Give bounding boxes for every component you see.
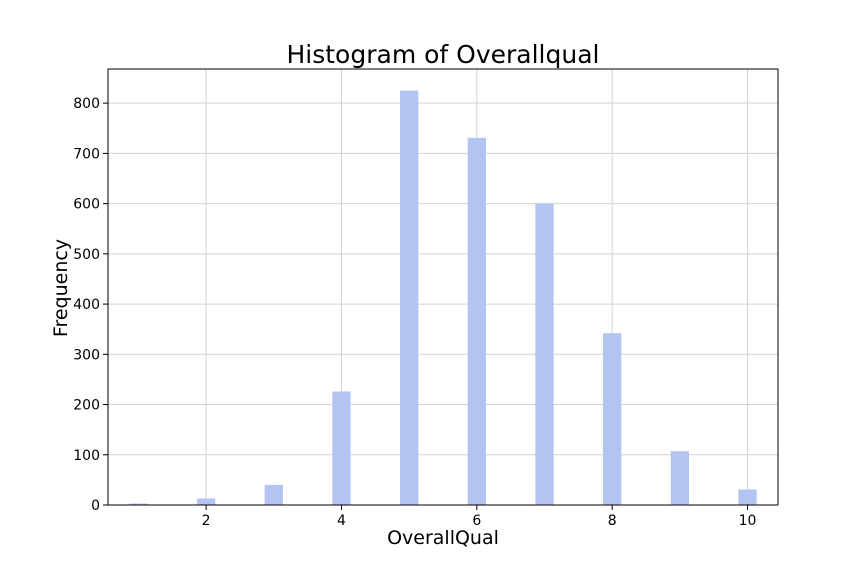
chart-title: Histogram of Overallqual	[286, 40, 599, 69]
x-tick-label: 2	[202, 513, 211, 529]
y-tick-label: 200	[73, 398, 100, 414]
histogram-bar	[332, 391, 351, 505]
histogram-bar	[196, 498, 216, 505]
plot-frame	[107, 68, 779, 506]
histogram-bar	[264, 484, 283, 505]
x-axis-label: OverallQual	[387, 527, 499, 549]
histogram-bar	[603, 333, 622, 505]
y-tick-label: 100	[73, 448, 100, 464]
histogram-bar	[535, 203, 554, 506]
grid-lines	[108, 69, 778, 506]
histogram-bar	[129, 503, 148, 505]
y-axis-ticks: 0 100 200 300 400 500 600 700 800	[73, 96, 108, 514]
histogram-bar	[467, 137, 486, 505]
x-axis-ticks: 2 4 6 8 10	[202, 505, 757, 529]
bars	[129, 90, 757, 506]
y-tick-label: 400	[73, 297, 100, 313]
histogram-bar	[670, 451, 690, 505]
x-tick-label: 4	[337, 513, 346, 529]
y-tick-label: 700	[73, 146, 100, 162]
x-tick-label: 6	[472, 513, 481, 529]
y-tick-label: 800	[73, 96, 100, 112]
y-tick-label: 500	[73, 247, 100, 263]
histogram-bar	[738, 489, 757, 505]
x-tick-label: 10	[739, 513, 757, 529]
y-axis-label: Frequency	[50, 239, 72, 337]
histogram-bar	[400, 90, 419, 506]
x-tick-label: 8	[608, 513, 617, 529]
y-tick-label: 600	[73, 197, 100, 213]
y-tick-label: 300	[73, 347, 100, 363]
y-tick-label: 0	[91, 498, 100, 514]
